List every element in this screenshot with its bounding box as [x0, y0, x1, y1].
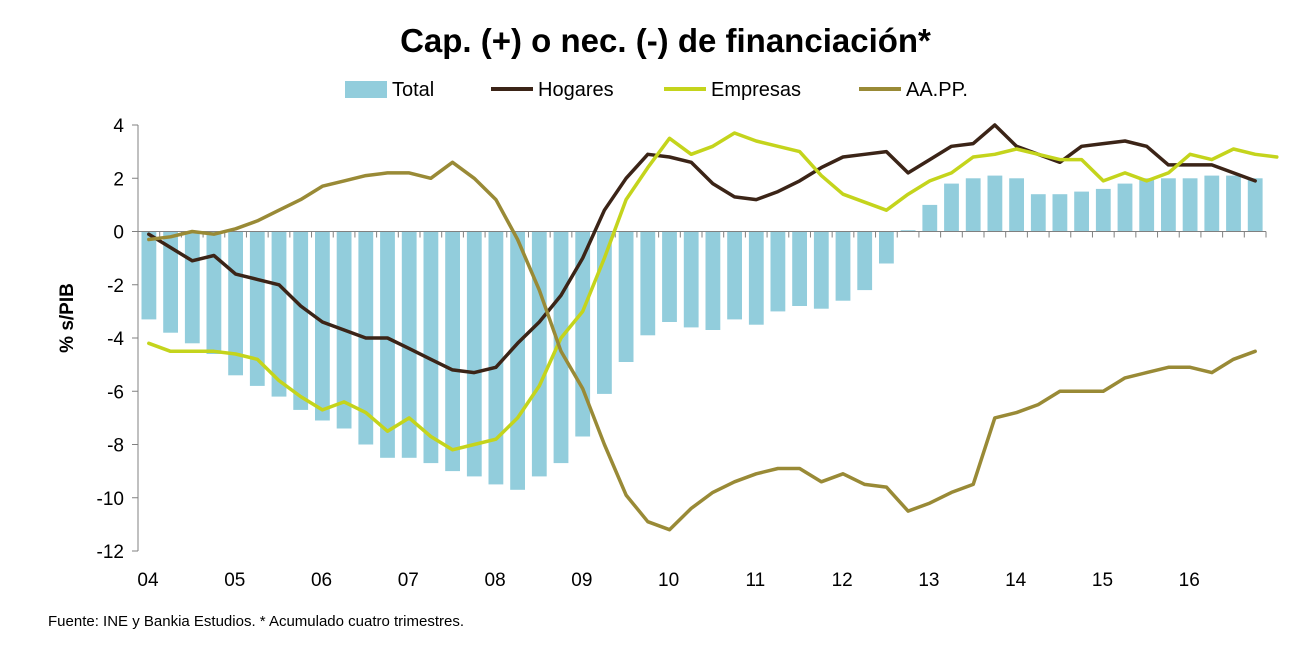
bar-total — [770, 231, 786, 312]
bar-total — [423, 231, 439, 464]
bar-total — [249, 231, 265, 386]
line-empresas — [147, 131, 1279, 452]
bar-total — [792, 231, 807, 306]
x-tick-label: 16 — [1179, 570, 1200, 591]
legend-label: AA.PP. — [906, 79, 968, 101]
bar-total — [597, 231, 612, 394]
bar-total — [271, 231, 287, 397]
bar-total — [401, 231, 417, 458]
bar-total — [965, 178, 981, 232]
x-tick-label: 14 — [1005, 570, 1027, 591]
legend-label: Empresas — [711, 79, 801, 101]
bar-total — [1247, 178, 1263, 232]
bar-total — [141, 231, 157, 320]
y-tick-label: 0 — [113, 223, 124, 244]
bar-total — [380, 231, 395, 458]
bar-total — [727, 231, 742, 320]
bar-total — [987, 175, 1003, 232]
legend-label: Total — [392, 79, 434, 101]
bar-total — [835, 231, 851, 301]
bar-total — [879, 231, 894, 264]
bar-total — [1074, 191, 1089, 232]
bar-total — [813, 231, 829, 309]
bar-total — [466, 231, 482, 477]
bar-total — [705, 231, 721, 330]
bar-total — [531, 231, 547, 477]
bar-total — [488, 231, 504, 485]
bar-total — [748, 231, 764, 325]
x-tick-label: 08 — [485, 570, 506, 591]
legend-label: Hogares — [538, 79, 614, 101]
bar-total — [662, 231, 677, 322]
bar-total — [206, 231, 222, 354]
line-series — [147, 123, 1279, 532]
x-tick-label: 09 — [571, 570, 592, 591]
y-tick-label: -4 — [107, 329, 124, 350]
y-tick-label: -12 — [97, 542, 124, 563]
y-tick-label: 4 — [113, 116, 124, 137]
y-axis-label: % s/PIB — [57, 283, 78, 353]
x-tick-label: 06 — [311, 570, 332, 591]
legend-item: Total — [345, 79, 434, 101]
bar-total — [1182, 178, 1198, 232]
bar-total — [922, 204, 938, 232]
bar-total — [1161, 178, 1176, 232]
x-tick-label: 12 — [832, 570, 853, 591]
legend-item: AA.PP. — [859, 79, 968, 101]
bar-total — [900, 230, 916, 232]
x-tick-label: 13 — [918, 570, 939, 591]
x-tick-label: 07 — [398, 570, 419, 591]
bar-total — [315, 231, 330, 421]
bar-total — [1052, 194, 1068, 232]
bar-total — [1226, 175, 1241, 232]
x-tick-label: 05 — [224, 570, 245, 591]
bar-total — [1009, 178, 1024, 232]
legend: Total Hogares Empresas AA.PP. — [345, 79, 968, 101]
bar-total — [184, 231, 200, 344]
x-tick-label: 10 — [658, 570, 679, 591]
chart-title: Cap. (+) o nec. (-) de financiación* — [400, 22, 931, 59]
bar-total — [618, 231, 634, 362]
bar-total — [163, 231, 178, 333]
legend-item: Empresas — [664, 79, 801, 101]
bar-total — [640, 231, 656, 336]
bar-total — [1095, 188, 1111, 232]
x-tick-label: 15 — [1092, 570, 1113, 591]
y-tick-label: -8 — [107, 436, 124, 457]
bar-total — [1030, 194, 1046, 232]
x-tick-label: 11 — [746, 570, 766, 591]
bar-total — [683, 231, 699, 328]
bar-total — [293, 231, 309, 410]
y-tick-label: -2 — [107, 276, 124, 297]
legend-item: Hogares — [491, 79, 614, 101]
x-tick-label: 04 — [137, 570, 159, 591]
y-tick-label: 2 — [113, 169, 124, 190]
line-hogares — [147, 123, 1257, 375]
bar-total — [228, 231, 243, 376]
bar-total — [857, 231, 873, 291]
y-tick-label: -6 — [107, 382, 124, 403]
y-tick-label: -10 — [97, 489, 124, 510]
bar-total — [1204, 175, 1220, 232]
bar-total — [445, 231, 460, 472]
bar-total — [1117, 183, 1133, 232]
bar-total — [1139, 178, 1155, 232]
source-note: Fuente: INE y Bankia Estudios. * Acumula… — [48, 613, 465, 630]
legend-swatch — [345, 81, 387, 98]
bar-series — [141, 175, 1263, 490]
axes: 4 2 0 -2 -4 -6 -8 -10 -12 04 05 06 07 08 09 10 11 12 13 14 1… — [57, 116, 1267, 591]
line-aapp — [147, 160, 1257, 532]
bar-total — [510, 231, 525, 490]
bar-total — [944, 183, 959, 232]
